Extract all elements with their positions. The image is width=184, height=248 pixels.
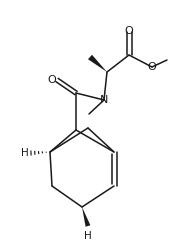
Text: H: H <box>84 231 92 241</box>
Polygon shape <box>88 55 107 72</box>
Polygon shape <box>82 207 90 227</box>
Text: H: H <box>21 148 29 158</box>
Text: O: O <box>148 62 156 72</box>
Text: O: O <box>125 26 133 36</box>
Text: N: N <box>100 95 108 105</box>
Text: O: O <box>48 75 56 85</box>
